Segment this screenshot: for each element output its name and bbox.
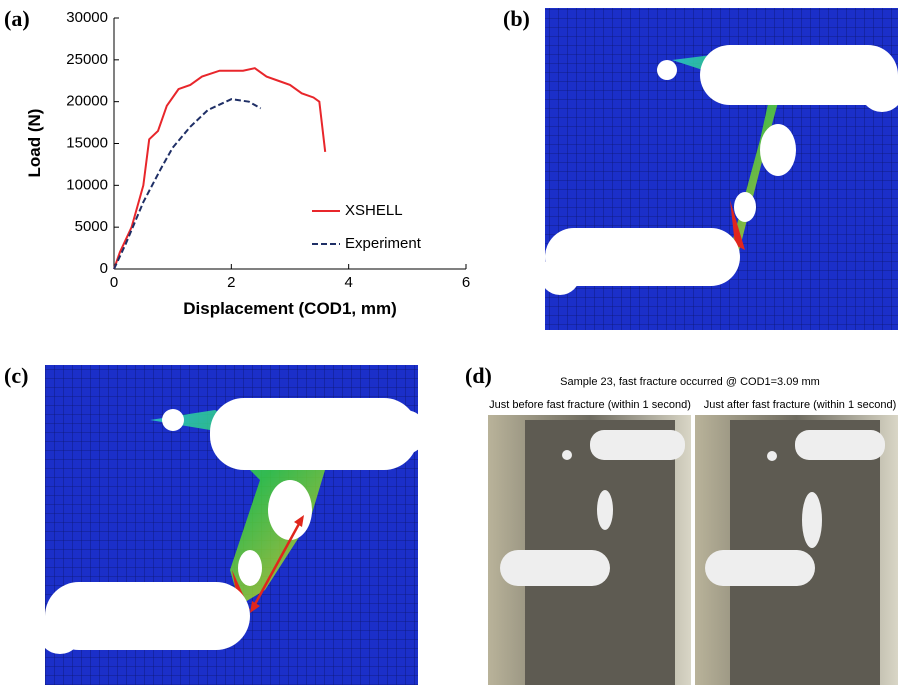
x-axis-title: Displacement (COD1, mm) [183, 299, 397, 318]
y-tick-label: 15000 [66, 134, 108, 151]
panel-label: (a) [4, 6, 30, 31]
panel-label: (d) [465, 363, 492, 388]
y-tick-label: 0 [100, 260, 108, 277]
y-tick-label: 5000 [75, 218, 108, 235]
data-line [113, 98, 262, 270]
x-tick-label: 0 [110, 274, 118, 291]
photo-caption: Just before fast fracture (within 1 seco… [489, 399, 691, 411]
photo-caption: Just after fast fracture (within 1 secon… [704, 399, 897, 411]
x-tick-label: 2 [227, 274, 235, 291]
legend-label: Experiment [345, 235, 422, 252]
panel-label: (c) [4, 363, 28, 388]
x-tick-label: 4 [344, 274, 352, 291]
photo-title: Sample 23, fast fracture occurred @ COD1… [560, 376, 820, 388]
y-tick-label: 20000 [66, 93, 108, 110]
y-tick-label: 30000 [66, 9, 108, 26]
panel-label: (b) [503, 6, 530, 31]
y-axis-title: Load (N) [25, 109, 44, 178]
data-line [113, 67, 327, 270]
mesh-image [540, 8, 904, 330]
y-tick-label: 25000 [66, 51, 108, 68]
mesh-image [38, 365, 427, 685]
y-tick-label: 10000 [66, 176, 108, 193]
x-tick-label: 6 [462, 274, 470, 291]
photo [488, 415, 898, 685]
legend-label: XSHELL [345, 202, 403, 219]
